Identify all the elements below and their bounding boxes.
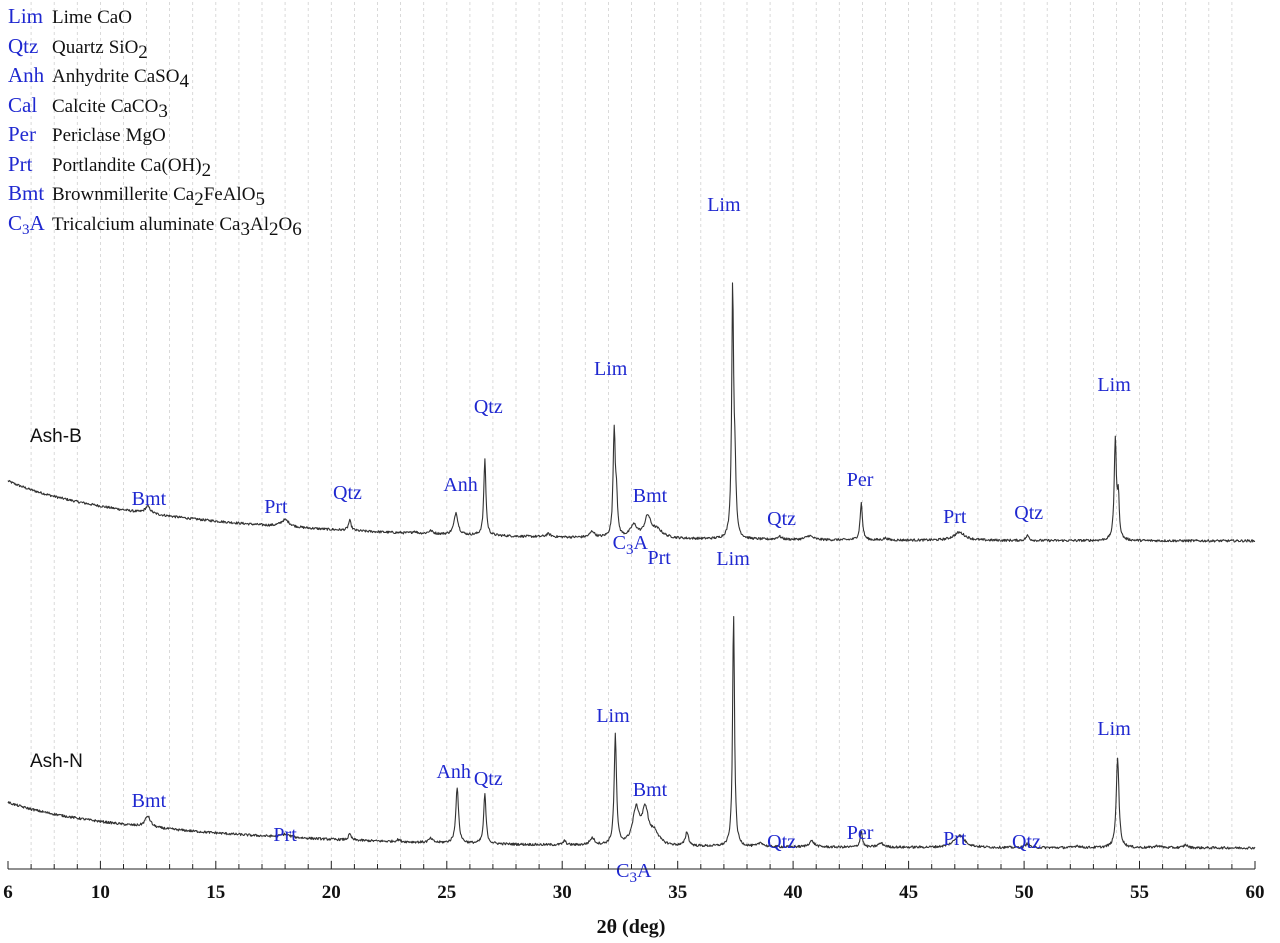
legend-abbr: Lim [8,4,43,28]
x-tick-label: 35 [668,882,687,903]
x-tick-label: 20 [322,882,341,903]
peak-label-qtz: Qtz [333,482,362,504]
x-tick-label: 40 [784,882,803,903]
peak-label-c3a: C3A [613,532,649,558]
peak-label-qtz: Qtz [1012,831,1041,853]
peak-label-lim: Lim [716,548,750,570]
legend-mineral-name: Brownmillerite [52,184,169,205]
legend-mineral-name: Tricalcium aluminate [52,213,215,235]
peak-label-bmt: Bmt [633,485,668,507]
peak-label-c3a: C3A [616,860,652,886]
x-tick-label: 25 [437,882,456,903]
peak-label-anh: Anh [443,474,477,496]
x-tick-label: 50 [1015,882,1034,903]
legend-formula: SiO2 [108,36,148,63]
legend-entry-prt: Prt Portlandite Ca(OH)2 [8,152,211,182]
legend-mineral-name: Periclase [52,125,121,146]
series-names: Ash-B Ash-N [30,426,83,772]
peak-label-qtz: Qtz [1014,502,1043,524]
legend-mineral-name: Portlandite [52,154,136,176]
legend-abbr: C3A [8,210,45,238]
legend-formula: Ca(OH)2 [140,154,212,181]
x-tick-label: 45 [899,882,918,903]
diffraction-traces [7,282,1256,850]
peak-label-per: Per [847,822,874,844]
peak-label-prt: Prt [943,828,967,850]
peak-label-lim: Lim [707,194,741,216]
legend-abbr: Prt [8,151,33,176]
legend-abbr: Anh [8,63,45,87]
peak-label-per: Per [847,469,874,491]
legend-mineral-name: Calcite [52,95,106,117]
x-tick-label: 10 [91,882,110,903]
legend-formula: Ca2FeAlO5 [173,184,265,210]
legend-formula: CaO [97,7,132,28]
legend-mineral-name: Quartz [52,36,104,58]
peak-label-prt: Prt [648,547,672,569]
legend-entry-qtz: Qtz Quartz SiO2 [8,34,148,64]
peak-label-qtz: Qtz [767,831,796,853]
legend-formula: MgO [125,125,166,146]
x-tick-label: 30 [553,882,572,903]
peak-label-anh: Anh [436,761,470,783]
legend-abbr: Qtz [8,33,39,58]
series-name-ash-n: Ash-N [30,751,83,772]
legend-formula: Ca3Al2O6 [219,213,302,240]
peak-label-lim: Lim [594,358,628,380]
peak-label-lim: Lim [1097,718,1131,740]
trace-ash-b [7,282,1256,543]
legend-formula: CaSO4 [134,66,189,92]
legend-abbr: Cal [8,92,38,117]
legend-formula: CaCO3 [110,95,168,122]
x-axis-ticks [7,861,1256,869]
peak-label-qtz: Qtz [767,508,796,530]
peak-label-prt: Prt [264,496,288,518]
legend-abbr: Per [8,122,36,146]
x-tick-label: 15 [206,882,225,903]
legend-entry-cal: Cal Calcite CaCO3 [8,93,168,123]
peak-label-lim: Lim [1097,374,1131,396]
peak-label-qtz: Qtz [474,396,503,418]
x-tick-label: 60 [1246,882,1265,903]
peak-label-bmt: Bmt [633,779,668,801]
legend-abbr: Bmt [8,181,45,205]
peak-label-bmt: Bmt [132,488,167,510]
legend-entry-lim: Lim Lime CaO [8,4,132,34]
series-name-ash-b: Ash-B [30,426,82,447]
x-axis-tick-labels: 6 10 15 20 25 30 35 40 45 50 55 60 [3,882,1264,903]
trace-ash-n [7,616,1256,850]
legend-mineral-name: Anhydrite [52,66,130,87]
peak-label-prt: Prt [943,506,967,528]
peak-label-qtz: Qtz [474,768,503,790]
x-tick-label: 6 [3,882,13,903]
peak-label-lim: Lim [596,705,630,727]
legend-entry-anh: Anh Anhydrite CaSO4 [8,63,189,93]
legend-entry-per: Per Periclase MgO [8,122,166,152]
x-tick-label: 55 [1130,882,1149,903]
legend-mineral-name: Lime [52,7,93,28]
vertical-gridlines [30,2,1233,869]
legend-entry-c3a: C3A Tricalcium aluminate Ca3Al2O6 [8,211,302,241]
peak-label-bmt: Bmt [132,790,167,812]
legend-entry-bmt: Bmt Brownmillerite Ca2FeAlO5 [8,181,265,211]
peak-label-prt: Prt [273,824,297,846]
x-axis-label: 2θ (deg) [597,916,666,938]
